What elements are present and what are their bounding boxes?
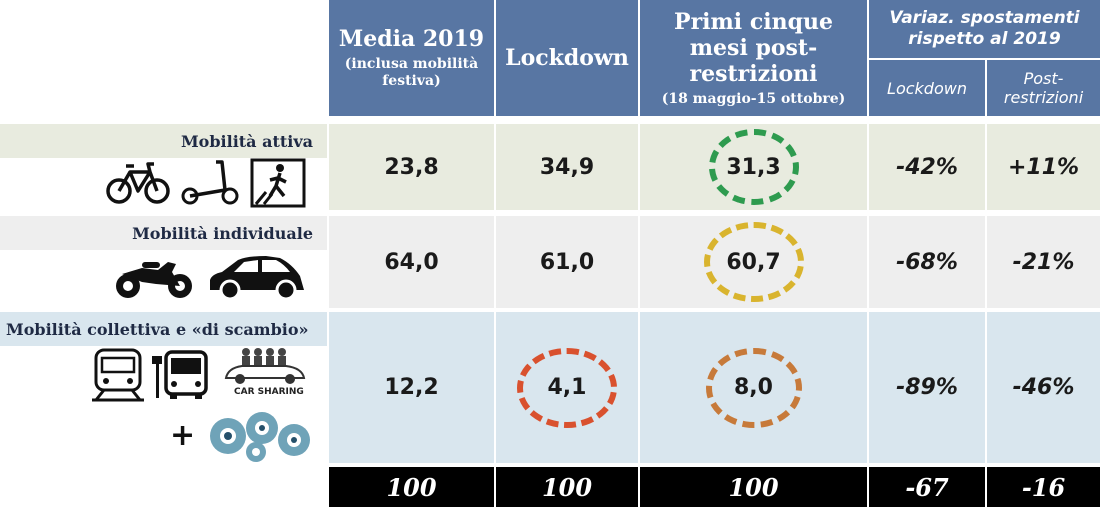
cell-lockdown-collettiva: 4,1	[496, 312, 638, 463]
cell-post-collettiva: 8,0	[640, 312, 867, 463]
header-post-subtitle: (18 maggio-15 ottobre)	[661, 90, 846, 107]
row-label-mobilita-attiva: Mobilità attiva	[0, 124, 327, 158]
header-variazioni-title: Variaz. spostamenti rispetto al 2019	[889, 8, 1080, 49]
total-lockdown: 100	[496, 467, 638, 507]
cell-var-post-individuale: -21%	[987, 216, 1100, 308]
cell-media-collettiva: 12,2	[329, 312, 494, 463]
header-media-subtitle: (inclusa mobilità festiva)	[344, 56, 479, 89]
total-var-post: -16	[987, 467, 1100, 507]
header-media-2019: Media 2019 (inclusa mobilità festiva)	[329, 0, 494, 116]
highlight-ring: 31,3	[708, 129, 799, 205]
total-post: 100	[640, 467, 867, 507]
cell-post-attiva: 31,3	[640, 124, 867, 210]
highlight-ring: 4,1	[517, 347, 617, 428]
pedestrian-crossing-icon	[250, 158, 306, 208]
plus-sign: +	[170, 418, 196, 453]
cell-post-individuale: 60,7	[640, 216, 867, 308]
row-label-text: Mobilità attiva	[180, 131, 313, 151]
cell-media-attiva: 23,8	[329, 124, 494, 210]
car-sharing-label: CAR SHARING	[234, 387, 304, 397]
cell-var-lockdown-collettiva: -89%	[869, 312, 985, 463]
row-label-text: Mobilità collettiva e «di scambio»	[6, 319, 309, 339]
cell-lockdown-attiva: 34,9	[496, 124, 638, 210]
dashed-circle	[517, 347, 617, 428]
highlight-ring: 60,7	[703, 222, 804, 302]
train-icon	[92, 348, 144, 402]
header-lockdown: Lockdown	[496, 0, 638, 116]
total-var-lockdown: -67	[869, 467, 985, 507]
row-label-mobilita-collettiva: Mobilità collettiva e «di scambio»	[0, 312, 327, 346]
header-variazioni-lockdown: Lockdown	[869, 60, 985, 116]
cell-var-lockdown-attiva: -42%	[869, 124, 985, 210]
car-sharing-icon	[224, 348, 306, 384]
cell-var-lockdown-individuale: -68%	[869, 216, 985, 308]
dashed-circle	[705, 347, 802, 428]
dashed-circle	[703, 222, 804, 302]
header-variazioni: Variaz. spostamenti rispetto al 2019	[869, 0, 1100, 58]
motorcycle-icon	[116, 262, 192, 298]
gears-icon	[210, 412, 310, 462]
header-post-restrizioni: Primi cinque mesi post-restrizioni (18 m…	[640, 0, 867, 116]
header-post-title: Primi cinque mesi post-restrizioni	[674, 8, 833, 87]
bus-icon	[152, 350, 208, 399]
cell-media-individuale: 64,0	[329, 216, 494, 308]
row-label-mobilita-individuale: Mobilità individuale	[0, 216, 327, 250]
cell-var-post-collettiva: -46%	[987, 312, 1100, 463]
bicycle-icon	[106, 162, 170, 204]
cell-lockdown-individuale: 61,0	[496, 216, 638, 308]
header-sub-lockdown: Lockdown	[887, 78, 967, 98]
scooter-icon	[181, 160, 239, 205]
car-icon	[210, 256, 304, 300]
header-variazioni-post: Post-restrizioni	[987, 60, 1100, 116]
row-label-text: Mobilità individuale	[132, 223, 313, 243]
dashed-circle	[708, 129, 799, 205]
cell-var-post-attiva: +11%	[987, 124, 1100, 210]
highlight-ring: 8,0	[705, 347, 802, 428]
header-sub-post: Post-restrizioni	[1003, 69, 1084, 107]
header-lockdown-title: Lockdown	[505, 45, 629, 71]
total-media: 100	[329, 467, 494, 507]
header-media-title: Media 2019	[338, 26, 485, 52]
